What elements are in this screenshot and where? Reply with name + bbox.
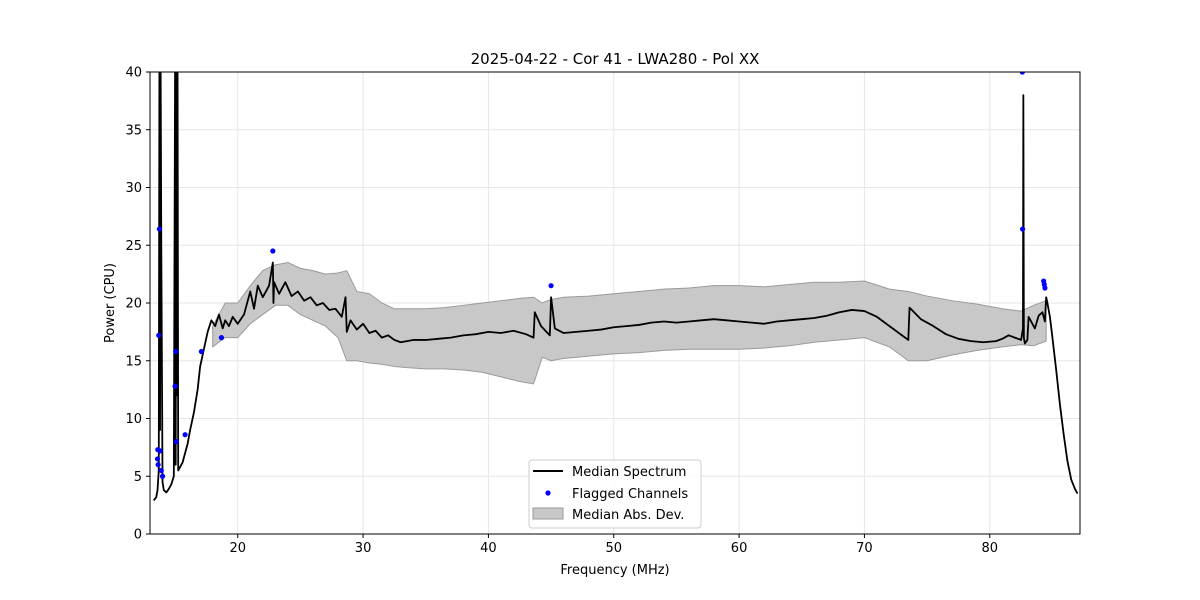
flagged-channel-point	[1019, 72, 1025, 75]
x-tick-label: 50	[605, 541, 622, 556]
x-axis-label: Frequency (MHz)	[560, 563, 669, 578]
y-tick-label: 10	[125, 412, 142, 427]
flagged-channel-point	[1042, 285, 1048, 291]
y-axis-label: Power (CPU)	[103, 263, 118, 343]
flagged-channel-point	[156, 226, 162, 232]
y-tick-label: 35	[125, 123, 142, 138]
median-spectrum-line	[153, 72, 1079, 502]
legend-box	[528, 459, 702, 529]
y-tick-label: 15	[125, 354, 142, 369]
legend-dot-swatch	[545, 490, 551, 496]
flagged-channel-point	[172, 383, 178, 389]
y-axis-ticks: 0 5 10 15 20 25 30 35 40	[125, 66, 150, 543]
x-tick-label: 30	[355, 541, 372, 556]
x-tick-label: 60	[731, 541, 748, 556]
legend-entry-median-abs-dev: Median Abs. Dev.	[572, 508, 684, 523]
flagged-channel-point	[270, 248, 276, 254]
flagged-channel-point	[1020, 226, 1026, 232]
x-axis-ticks: 20 30 40 50 60 70 80	[229, 534, 998, 556]
y-tick-label: 0	[134, 528, 142, 543]
y-tick-label: 25	[125, 239, 142, 254]
x-tick-label: 40	[480, 541, 497, 556]
legend-entry-flagged-channels: Flagged Channels	[572, 487, 688, 502]
x-tick-label: 70	[856, 541, 873, 556]
x-tick-label: 20	[229, 541, 246, 556]
legend: Median Spectrum Flagged Channels Median …	[528, 459, 702, 529]
flagged-channel-point	[173, 348, 179, 355]
flagged-channel-point	[155, 462, 161, 468]
flagged-channel-point	[218, 335, 225, 341]
median-abs-dev-band	[212, 262, 1047, 385]
flagged-channel-point	[198, 348, 204, 355]
plot-area	[153, 72, 1079, 502]
flagged-channel-point	[154, 456, 161, 462]
flagged-channel-point	[156, 332, 162, 338]
flagged-channel-point	[157, 448, 163, 454]
x-tick-label: 80	[981, 541, 998, 556]
y-tick-label: 30	[125, 181, 142, 196]
y-tick-label: 40	[125, 66, 142, 81]
flagged-channel-point	[158, 467, 164, 474]
y-tick-label: 20	[125, 297, 142, 312]
flagged-channel-point	[182, 432, 188, 438]
flagged-channel-point	[173, 439, 179, 445]
flagged-channel-point	[159, 473, 166, 479]
chart-title: 2025-04-22 - Cor 41 - LWA280 - Pol XX	[471, 50, 760, 68]
flagged-channel-point	[548, 283, 554, 289]
legend-entry-median-spectrum: Median Spectrum	[572, 465, 686, 480]
legend-band-swatch	[532, 507, 564, 520]
flagged-channel-points	[154, 72, 1048, 479]
y-tick-label: 5	[134, 470, 142, 485]
